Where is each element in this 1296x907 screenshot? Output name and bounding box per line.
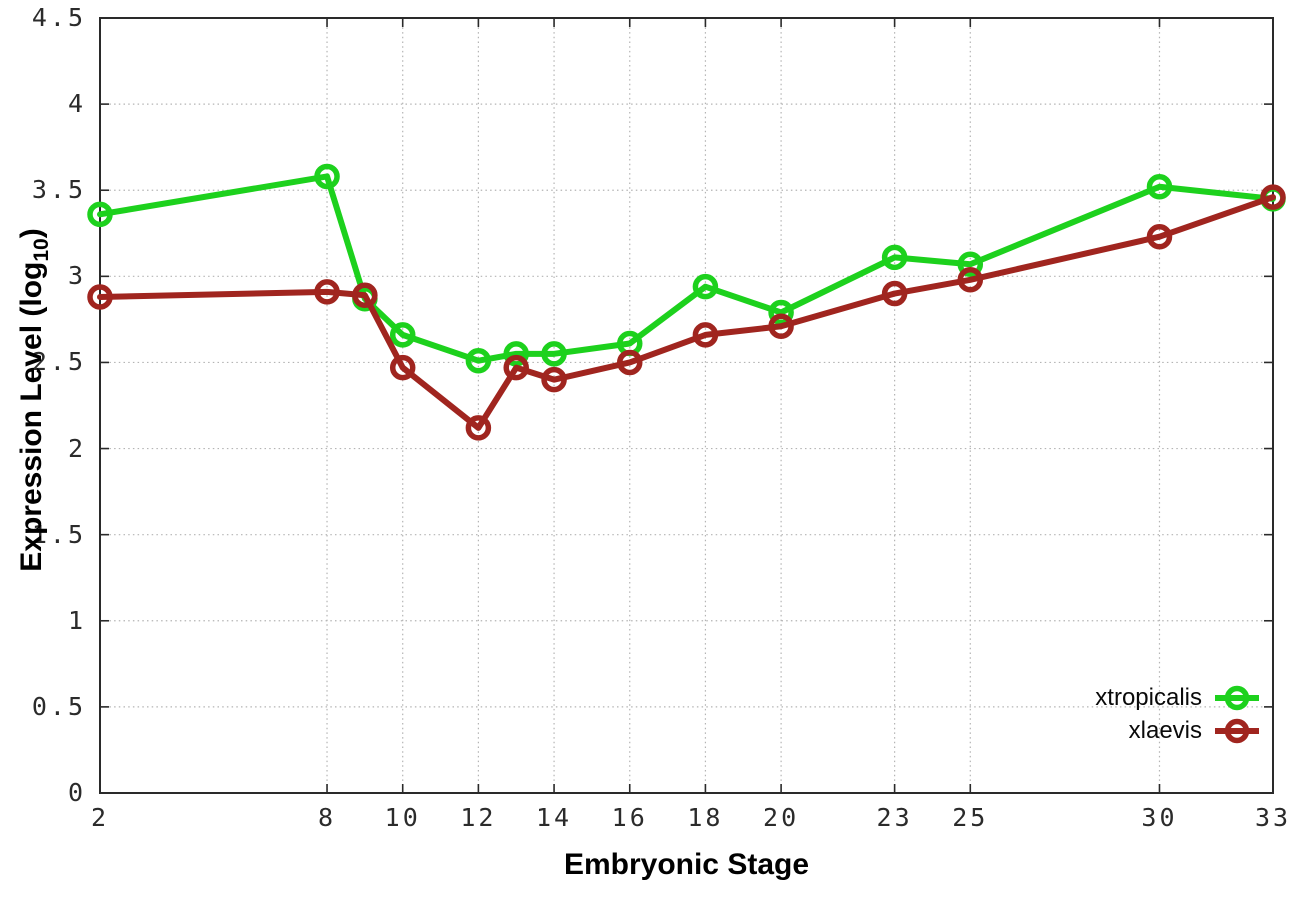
y-axis-label-suffix: ) <box>15 228 48 239</box>
legend-row: xlaevis <box>1095 714 1260 747</box>
x-tick-label: 18 <box>687 803 724 832</box>
x-axis-label: Embryonic Stage <box>563 848 810 881</box>
y-tick-label: 3.5 <box>31 175 86 205</box>
y-tick-label: 0 <box>67 778 86 807</box>
legend-series-marker-icon <box>1215 685 1259 710</box>
legend-label: xtropicalis <box>1095 683 1202 711</box>
y-axis-label-text: Expression Level (log <box>15 261 48 572</box>
legend-series-marker-icon <box>1215 718 1259 743</box>
y-axis-label-subscript: 10 <box>30 238 53 262</box>
legend-label: xlaevis <box>1128 716 1202 744</box>
x-tick-label: 12 <box>460 803 497 832</box>
x-tick-label: 30 <box>1141 803 1178 832</box>
y-tick-label: 4 <box>67 89 86 119</box>
y-tick-label: 3 <box>67 261 86 291</box>
legend-row: xtropicalis <box>1095 681 1260 714</box>
y-tick-label: 1 <box>67 605 86 635</box>
y-tick-label: 1.5 <box>31 519 86 549</box>
y-tick-label: 2 <box>67 433 86 463</box>
x-tick-label: 10 <box>384 803 421 832</box>
x-tick-label: 14 <box>536 803 573 832</box>
x-tick-label: 23 <box>876 803 913 832</box>
x-tick-label: 33 <box>1254 803 1292 832</box>
legend: xtropicalis xlaevis <box>1095 681 1260 747</box>
y-tick-label: 0.5 <box>31 691 86 721</box>
x-tick-label: 2 <box>90 803 110 832</box>
y-axis-label: Expression Level (log10) <box>15 228 53 572</box>
x-tick-label: 20 <box>763 803 800 832</box>
x-tick-label: 16 <box>611 803 648 832</box>
x-tick-label: 8 <box>318 803 337 832</box>
y-tick-label: 4.5 <box>31 3 86 32</box>
x-tick-label: 25 <box>952 803 989 832</box>
y-tick-label: 2.5 <box>31 347 86 377</box>
